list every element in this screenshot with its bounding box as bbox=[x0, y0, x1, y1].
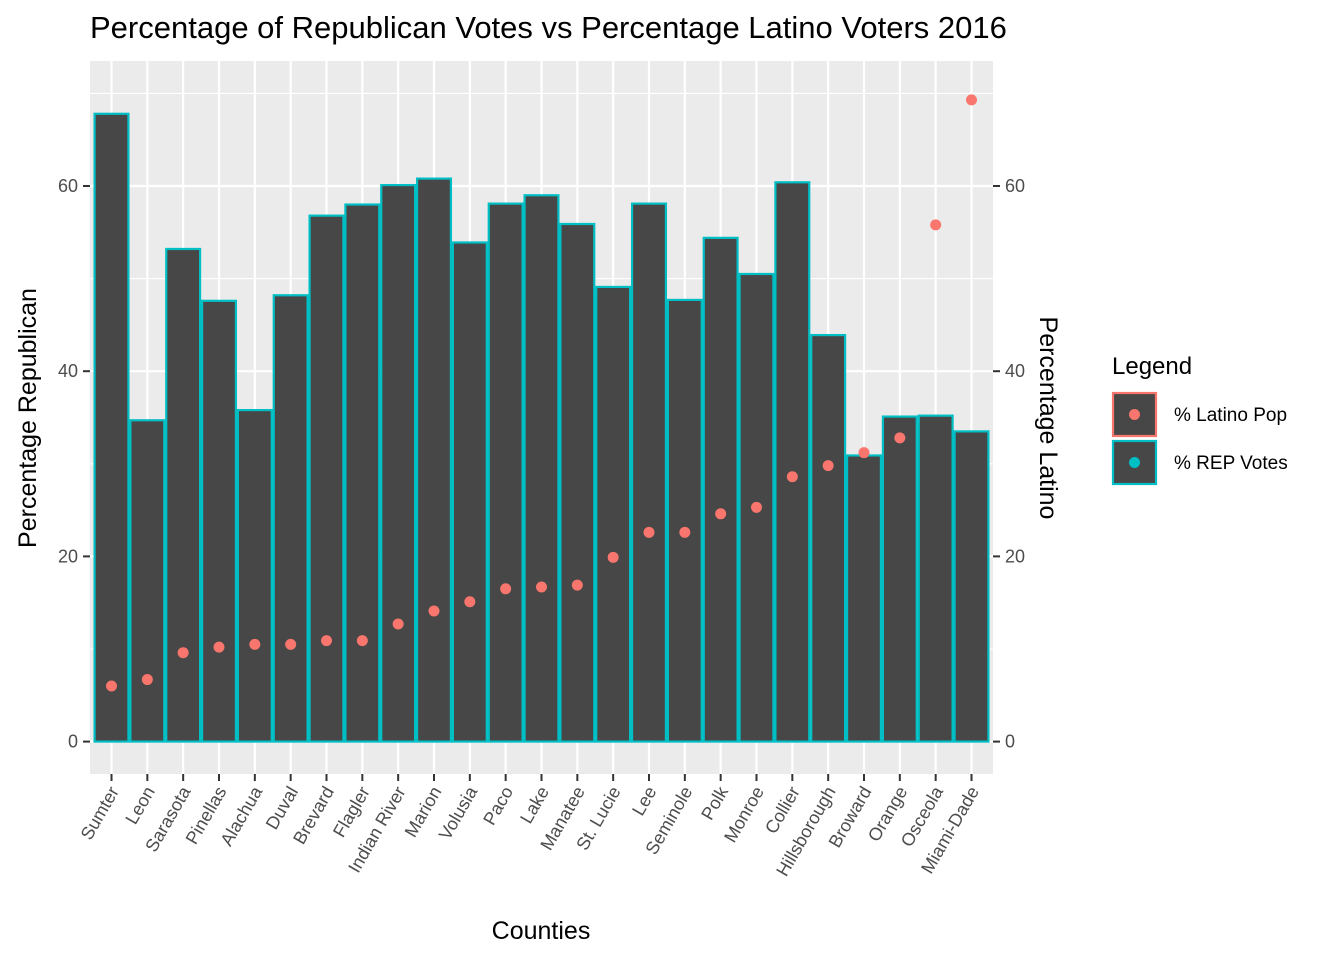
chart-title: Percentage of Republican Votes vs Percen… bbox=[90, 10, 1007, 45]
y-right-tick-label: 0 bbox=[1005, 732, 1015, 752]
bar-Alachua bbox=[236, 408, 273, 743]
point-Alachua bbox=[249, 638, 261, 650]
x-tick-label: Lake bbox=[516, 783, 553, 827]
bar-Miami-Dade bbox=[953, 430, 990, 743]
bar-Paco bbox=[487, 202, 524, 743]
bar-Lake bbox=[523, 194, 560, 743]
y-right-tick-label: 40 bbox=[1005, 361, 1025, 381]
point-Brevard bbox=[321, 635, 332, 647]
bar-Brevard bbox=[308, 214, 345, 743]
point-Volusia bbox=[464, 596, 476, 608]
point-Marion bbox=[428, 605, 440, 617]
legend-label: % Latino Pop bbox=[1174, 405, 1287, 426]
y-tick-label: 60 bbox=[58, 176, 78, 196]
point-Lake bbox=[536, 581, 547, 593]
bar-Marion bbox=[415, 177, 453, 743]
y-right-tick-label: 60 bbox=[1005, 176, 1025, 196]
left-axis: 0 20 40 60 bbox=[58, 176, 90, 752]
bar-Pinellas bbox=[200, 299, 238, 743]
bar-Seminole bbox=[666, 298, 703, 743]
bar-Polk bbox=[702, 236, 739, 743]
bar-Orange bbox=[881, 415, 918, 743]
x-axis-title: Counties bbox=[492, 917, 591, 945]
legend-key-point bbox=[1129, 409, 1140, 420]
point-Lee bbox=[643, 526, 655, 538]
point-Broward bbox=[858, 447, 870, 459]
legend: Legend % Latino Pop % REP Votes bbox=[1111, 353, 1288, 486]
point-Orange bbox=[894, 432, 906, 444]
bar-Sarasota bbox=[165, 247, 202, 743]
y-tick-label: 0 bbox=[68, 732, 78, 752]
point-Flagler bbox=[356, 635, 368, 647]
legend-label: % REP Votes bbox=[1174, 453, 1288, 474]
bar-Collier bbox=[774, 181, 811, 743]
point-Paco bbox=[500, 583, 512, 595]
bar-Sumter bbox=[93, 112, 130, 743]
point-Sarasota bbox=[177, 647, 189, 659]
point-Hillsborough bbox=[822, 460, 834, 472]
point-Leon bbox=[141, 674, 153, 686]
x-tick-label: Paco bbox=[479, 783, 517, 829]
bar-Manatee bbox=[559, 222, 596, 743]
legend-title: Legend bbox=[1112, 353, 1192, 380]
bars bbox=[93, 112, 990, 743]
bar-St. Lucie bbox=[595, 285, 632, 743]
bar-Leon bbox=[129, 419, 166, 743]
point-Pinellas bbox=[213, 641, 225, 653]
bar-Lee bbox=[630, 202, 668, 743]
point-Manatee bbox=[571, 579, 583, 591]
bar-Osceola bbox=[917, 414, 954, 743]
point-Indian River bbox=[392, 618, 404, 630]
bar-Indian River bbox=[380, 183, 417, 743]
point-Sumter bbox=[106, 680, 117, 692]
bar-Flagler bbox=[344, 203, 381, 743]
y-axis-title-left: Percentage Republican bbox=[14, 288, 42, 548]
points bbox=[106, 94, 977, 692]
bar-Volusia bbox=[451, 241, 488, 743]
y-tick-label: 20 bbox=[58, 546, 78, 566]
x-tick-label: Leon bbox=[121, 783, 158, 828]
y-axis-title-right: Percentage Latino bbox=[1034, 317, 1062, 520]
point-Collier bbox=[786, 471, 798, 483]
y-right-tick-label: 20 bbox=[1005, 546, 1025, 566]
legend-key-point bbox=[1129, 457, 1140, 468]
bar-Hillsborough bbox=[810, 333, 847, 743]
right-axis: 0 20 40 60 bbox=[993, 176, 1025, 752]
bar-Duval bbox=[272, 294, 309, 743]
x-tick-label: Lee bbox=[628, 783, 660, 819]
point-St. Lucie bbox=[607, 551, 619, 563]
point-Seminole bbox=[679, 526, 691, 538]
bar-Broward bbox=[845, 454, 883, 743]
x-axis: SumterLeonSarasotaPinellasAlachuaDuvalBr… bbox=[77, 774, 983, 880]
point-Osceola bbox=[930, 219, 942, 231]
point-Monroe bbox=[751, 501, 762, 513]
x-tick-label: Sumter bbox=[77, 783, 123, 843]
point-Polk bbox=[715, 508, 727, 520]
x-tick-label: Polk bbox=[697, 782, 732, 823]
y-tick-label: 40 bbox=[58, 361, 78, 381]
point-Miami-Dade bbox=[966, 94, 977, 106]
point-Duval bbox=[285, 638, 297, 650]
